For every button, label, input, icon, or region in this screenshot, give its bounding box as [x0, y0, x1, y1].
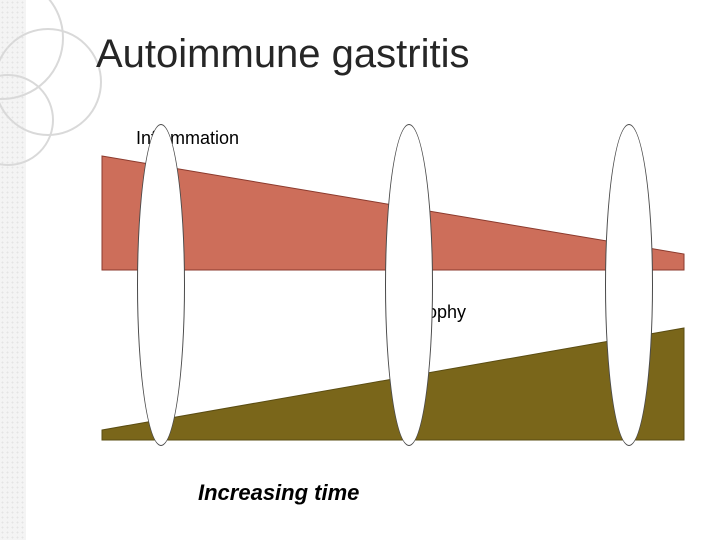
time-marker-ellipse [137, 124, 185, 446]
time-marker-ellipse [385, 124, 433, 446]
x-axis-label: Increasing time [198, 480, 359, 506]
slide-canvas: Autoimmune gastritis Inflammation Atroph… [0, 0, 720, 540]
time-marker-ellipse [605, 124, 653, 446]
